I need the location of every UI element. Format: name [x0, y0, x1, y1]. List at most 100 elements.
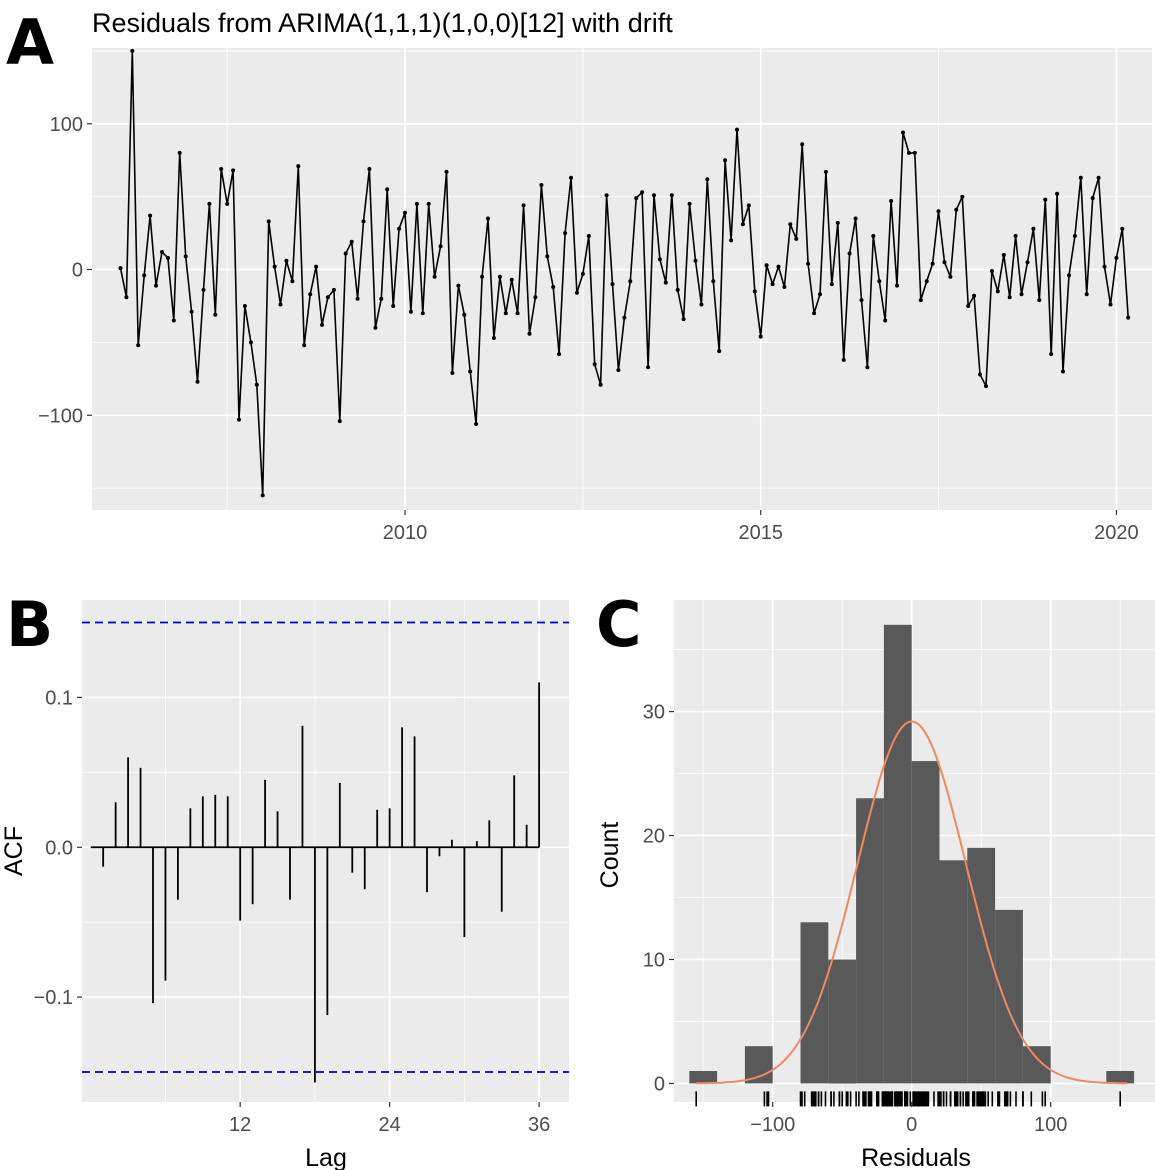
panel-a-residual-point	[136, 343, 141, 348]
panel-a-residual-point	[1007, 295, 1012, 300]
panel-a-y-tick-label: 0	[72, 260, 83, 282]
panel-a-residual-point	[995, 289, 1000, 294]
panel-c-x-tick-label: 0	[906, 1114, 917, 1136]
panel-a-residual-point	[806, 261, 811, 266]
panel-a-x-tick-label: 2020	[1094, 522, 1139, 544]
panel-a-residual-point	[924, 279, 929, 284]
panel-a-residual-point	[675, 287, 680, 292]
panel-a-residual-point	[545, 254, 550, 259]
panel-a-residual-point	[735, 127, 739, 132]
panel-a-residual-point	[592, 362, 597, 367]
panel-a-residual-point	[1019, 292, 1024, 297]
panel-c: C 0 10 20 30 −100 0 100 Residuals Count	[596, 588, 1155, 1170]
panel-a-residual-point	[177, 150, 182, 155]
panel-b-plot-area	[82, 600, 569, 1102]
panel-a-residual-point	[740, 222, 745, 227]
panel-c-histogram-bar	[856, 798, 884, 1084]
panel-a-residual-point	[1013, 234, 1018, 238]
panel-a-residual-point	[1090, 196, 1095, 201]
panel-a-residual-point	[183, 254, 188, 259]
panel-a-residual-point	[646, 365, 651, 370]
panel-a-residual-point	[165, 255, 170, 260]
panel-a-residual-point	[314, 264, 319, 269]
panel-a-residual-point	[1049, 352, 1054, 357]
panel-a-grid	[92, 48, 1152, 510]
panel-a-residual-point	[432, 274, 437, 279]
panel-a-residual-point	[776, 264, 781, 269]
panel-c-histogram-bar	[1022, 1046, 1051, 1084]
panel-a-residual-point	[308, 292, 313, 297]
panel-a-residual-point	[551, 285, 556, 289]
panel-a-x-tick-label: 2015	[738, 522, 783, 544]
panel-letter-b: B	[6, 588, 53, 661]
panel-c-histogram	[689, 624, 1135, 1084]
panel-a-residual-point	[444, 169, 449, 174]
panel-a-residual-point	[118, 266, 123, 271]
panel-a-residual-point	[758, 334, 763, 339]
panel-a-residual-point	[1067, 273, 1071, 278]
panel-a-residual-point	[966, 304, 971, 308]
panel-a-residual-point	[302, 343, 307, 348]
panel-a-residual-point	[669, 193, 674, 198]
panel-a-residual-point	[337, 419, 342, 424]
panel-c-x-axis-label: Residuals	[861, 1144, 971, 1170]
panel-c-histogram-bar	[939, 860, 968, 1084]
panel-a-residual-point	[438, 244, 443, 249]
panel-a-residual-point	[829, 282, 834, 287]
panel-a-residual-point	[687, 201, 692, 206]
panel-a-residual-point	[160, 250, 164, 254]
panel-c-histogram-bar	[1106, 1071, 1135, 1084]
panel-a-residual-point	[290, 279, 295, 284]
panel-a-residual-point	[622, 315, 627, 320]
panel-a-residual-point	[355, 296, 360, 301]
panel-a-residual-point	[154, 283, 158, 288]
panel-a-residual-point	[331, 287, 336, 292]
panel-a-residual-point	[906, 150, 911, 155]
panel-a-residual-point	[901, 130, 905, 135]
panel-a-residual-point	[782, 285, 787, 289]
panel-a-residual-point	[610, 282, 615, 287]
panel-a-residual-point	[895, 283, 899, 288]
panel-a-residual-point	[213, 312, 218, 317]
panel-c-histogram-bar	[883, 624, 912, 1084]
panel-a-residual-point	[1061, 369, 1065, 374]
panel-c-x-tick-label: 100	[1034, 1114, 1067, 1136]
panel-b: B −0.1 0.0 0.1 12 24 36 Lag ACF	[0, 588, 569, 1170]
panel-a-residual-point	[1114, 255, 1119, 260]
panel-a-title: Residuals from ARIMA(1,1,1)(1,0,0)[12] w…	[92, 8, 673, 38]
panel-a-residual-point	[248, 340, 253, 345]
panel-a-residual-point	[818, 292, 822, 297]
panel-c-normal-density-line	[696, 720, 1128, 1085]
panel-a-residual-point	[325, 295, 330, 300]
panel-a-residual-point	[930, 261, 935, 266]
panel-c-histogram-bar	[911, 761, 940, 1084]
panel-b-x-tick-label: 24	[379, 1114, 401, 1136]
panel-c-density-curve	[696, 720, 1128, 1085]
panel-a-residual-point	[586, 234, 591, 238]
panel-c-y-axis-label: Count	[596, 822, 624, 889]
panel-a-residual-point	[972, 293, 977, 298]
panel-b-x-tick-label: 12	[229, 1114, 251, 1136]
panel-a-residual-point	[764, 263, 769, 268]
panel-b-y-tick-label: 0.0	[45, 837, 73, 859]
panel-a-residual-point	[788, 222, 793, 227]
panel-a-residual-point	[189, 309, 194, 314]
panel-a-residual-point	[1001, 253, 1006, 257]
panel-a-residual-point	[723, 158, 728, 163]
panel-a-residual-point	[219, 167, 224, 171]
panel-a-residual-point	[948, 274, 953, 279]
panel-a-residual-point	[533, 295, 538, 300]
panel-a-residual-point	[841, 357, 846, 362]
panel-a-series	[118, 48, 1131, 498]
panel-c-histogram-bar	[689, 1071, 718, 1084]
panel-a-residual-point	[960, 194, 965, 199]
panel-b-axes: −0.1 0.0 0.1 12 24 36	[34, 687, 551, 1136]
panel-a-residual-point	[148, 213, 153, 218]
panel-a-residual-point	[124, 295, 129, 300]
panel-a-residual-point	[474, 422, 479, 426]
panel-c-histogram-bar	[995, 909, 1023, 1084]
panel-a-residual-point	[320, 322, 324, 327]
panel-a: A Residuals from ARIMA(1,1,1)(1,0,0)[12]…	[6, 6, 1152, 544]
panel-a-residual-point	[954, 207, 959, 212]
